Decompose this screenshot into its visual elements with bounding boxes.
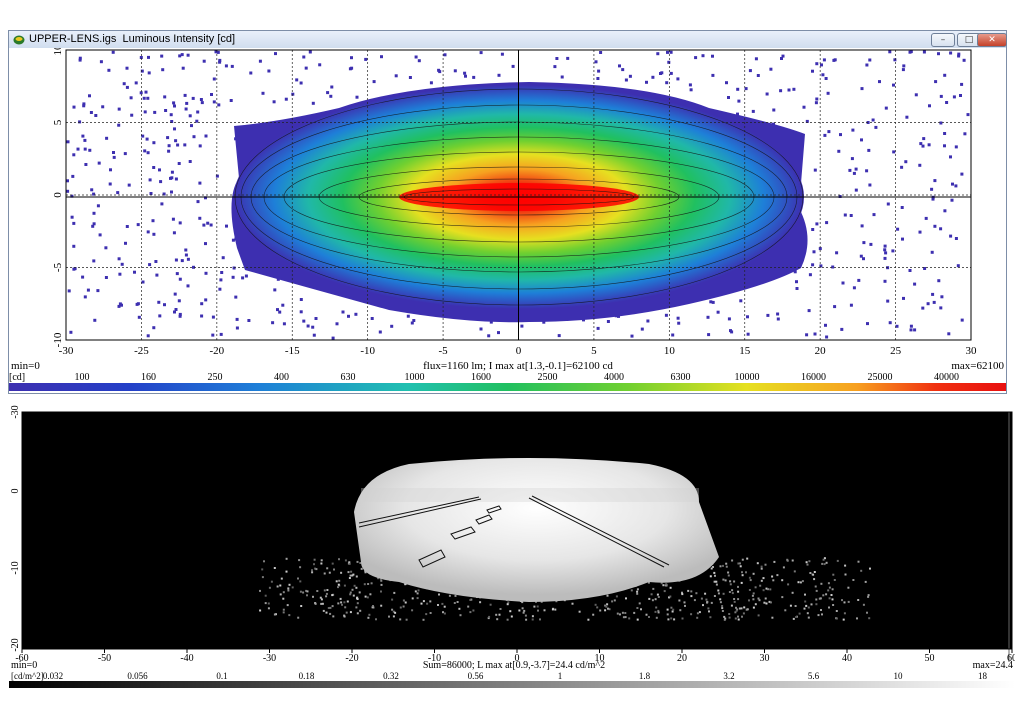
y-tick: -10 <box>52 332 64 347</box>
luminance-plot: -60 -50 -40 -30 -20 -10 0 10 20 30 40 50 60 0-10-20-… <box>9 402 1015 692</box>
y-tick: -5 <box>52 262 64 272</box>
y-tick: 0 <box>52 192 64 198</box>
x-tick: -40 <box>180 653 193 664</box>
y-tick-labels: 10 5 0 -5 -10 <box>52 48 64 347</box>
luminance-summary: Sum=86000; L max at[0.9,-3.7]=24.4 cd/m^… <box>423 660 605 671</box>
unit-label-bottom: [cd/m^2] <box>11 671 44 681</box>
scale-value: 2500 <box>538 372 558 383</box>
x-tick: 30 <box>966 345 978 357</box>
min-label: min=0 <box>11 360 40 372</box>
close-button[interactable]: ✕ <box>977 33 1007 47</box>
scale-value: 4000 <box>604 372 624 383</box>
luminance-spot <box>354 458 719 602</box>
app-icon <box>13 35 25 45</box>
x-tick: -25 <box>134 345 149 357</box>
scale-value: 16000 <box>801 372 826 383</box>
scale-value: 0.32 <box>383 671 399 681</box>
intensity-heatmap <box>231 82 808 323</box>
title-file: UPPER-LENS.igs <box>29 33 117 45</box>
x-tick: 20 <box>815 345 827 357</box>
scale-value: 1600 <box>471 372 491 383</box>
y-tick-labels-bottom: 0 -10 -20 -30 <box>10 405 21 651</box>
x-tick: -20 <box>345 653 358 664</box>
scale-value: 3.2 <box>723 671 734 681</box>
scatter-noise <box>66 50 970 340</box>
x-tick: 5 <box>591 345 597 357</box>
y-tick: -30 <box>10 405 21 418</box>
gray-scale-labels: 0.032 0.056 0.1 0.18 0.32 0.56 1 1.8 3.2 5.6 10 18 <box>43 671 988 681</box>
unit-label: [cd] <box>9 372 25 383</box>
max-label-bottom: max=24.4 <box>973 660 1013 671</box>
x-tick: -15 <box>285 345 300 357</box>
x-tick: 0 <box>515 653 520 664</box>
scale-value: 250 <box>208 372 223 383</box>
road-markings <box>358 495 670 568</box>
intensity-plot: -30 -25 -20 -15 -10 -5 0 5 10 15 20 25 30 1050-5-10 … <box>9 48 1006 393</box>
x-tick: -60 <box>15 653 28 664</box>
color-scale-labels: 100 160 250 400 630 1000 1600 2500 4000 6300 10000… <box>75 372 960 383</box>
x-tick: 25 <box>890 345 902 357</box>
scale-value: 25000 <box>868 372 893 383</box>
plot-frame <box>65 49 972 341</box>
scale-value: 1000 <box>405 372 425 383</box>
flux-summary: flux=1160 lm; I max at[1.3,-0.1]=62100 c… <box>423 360 613 372</box>
x-tick: -10 <box>360 345 375 357</box>
scale-value: 10000 <box>735 372 760 383</box>
y-tick: 10 <box>52 48 64 56</box>
y-tick: -10 <box>10 561 21 574</box>
scale-value: 1 <box>558 671 563 681</box>
luminance-ticks <box>21 649 1013 653</box>
x-tick: 60 <box>1007 653 1015 664</box>
x-tick: 10 <box>664 345 676 357</box>
x-tick: 50 <box>925 653 935 664</box>
x-tick-labels: -30 -25 -20 -15 -10 -5 0 5 10 15 20 25 30 <box>59 345 977 357</box>
x-tick: -50 <box>98 653 111 664</box>
scale-value: 18 <box>978 671 988 681</box>
y-tick: 0 <box>10 489 21 494</box>
x-tick: 20 <box>677 653 687 664</box>
x-tick: 30 <box>760 653 770 664</box>
gray-scale-bar <box>9 681 1015 688</box>
title-measure: Luminous Intensity [cd] <box>122 33 236 45</box>
scale-value: 40000 <box>934 372 959 383</box>
color-scale-bar <box>9 383 1006 391</box>
minimize-button[interactable]: – <box>931 33 955 47</box>
scale-value: 10 <box>894 671 904 681</box>
x-tick: 40 <box>842 653 852 664</box>
window-title: UPPER-LENS.igs Luminous Intensity [cd] <box>29 33 235 45</box>
scale-value: 1.8 <box>639 671 651 681</box>
x-tick: -10 <box>428 653 441 664</box>
x-tick: 0 <box>516 345 522 357</box>
x-tick: -5 <box>438 345 448 357</box>
scale-value: 0.18 <box>299 671 315 681</box>
scale-value: 0.056 <box>127 671 148 681</box>
x-tick: 10 <box>595 653 605 664</box>
scale-value: 5.6 <box>808 671 820 681</box>
max-label: max=62100 <box>951 360 1004 372</box>
scale-value: 100 <box>75 372 90 383</box>
x-tick: 15 <box>739 345 751 357</box>
scale-value: 0.56 <box>468 671 484 681</box>
x-tick: -20 <box>209 345 224 357</box>
scale-value: 6300 <box>671 372 691 383</box>
x-tick: -30 <box>263 653 276 664</box>
title-bar[interactable]: UPPER-LENS.igs Luminous Intensity [cd] –… <box>9 31 1007 49</box>
scale-value: 160 <box>141 372 156 383</box>
scale-value: 630 <box>341 372 356 383</box>
y-tick: -20 <box>10 638 21 651</box>
scale-value: 0.032 <box>43 671 63 681</box>
min-label-bottom: min=0 <box>11 660 37 671</box>
scale-value: 400 <box>274 372 289 383</box>
x-tick-labels-bottom: -60 -50 -40 -30 -20 -10 0 10 20 30 40 50 60 <box>15 653 1015 664</box>
y-tick: 5 <box>52 119 64 125</box>
x-tick: -30 <box>59 345 74 357</box>
scale-value: 0.1 <box>216 671 227 681</box>
